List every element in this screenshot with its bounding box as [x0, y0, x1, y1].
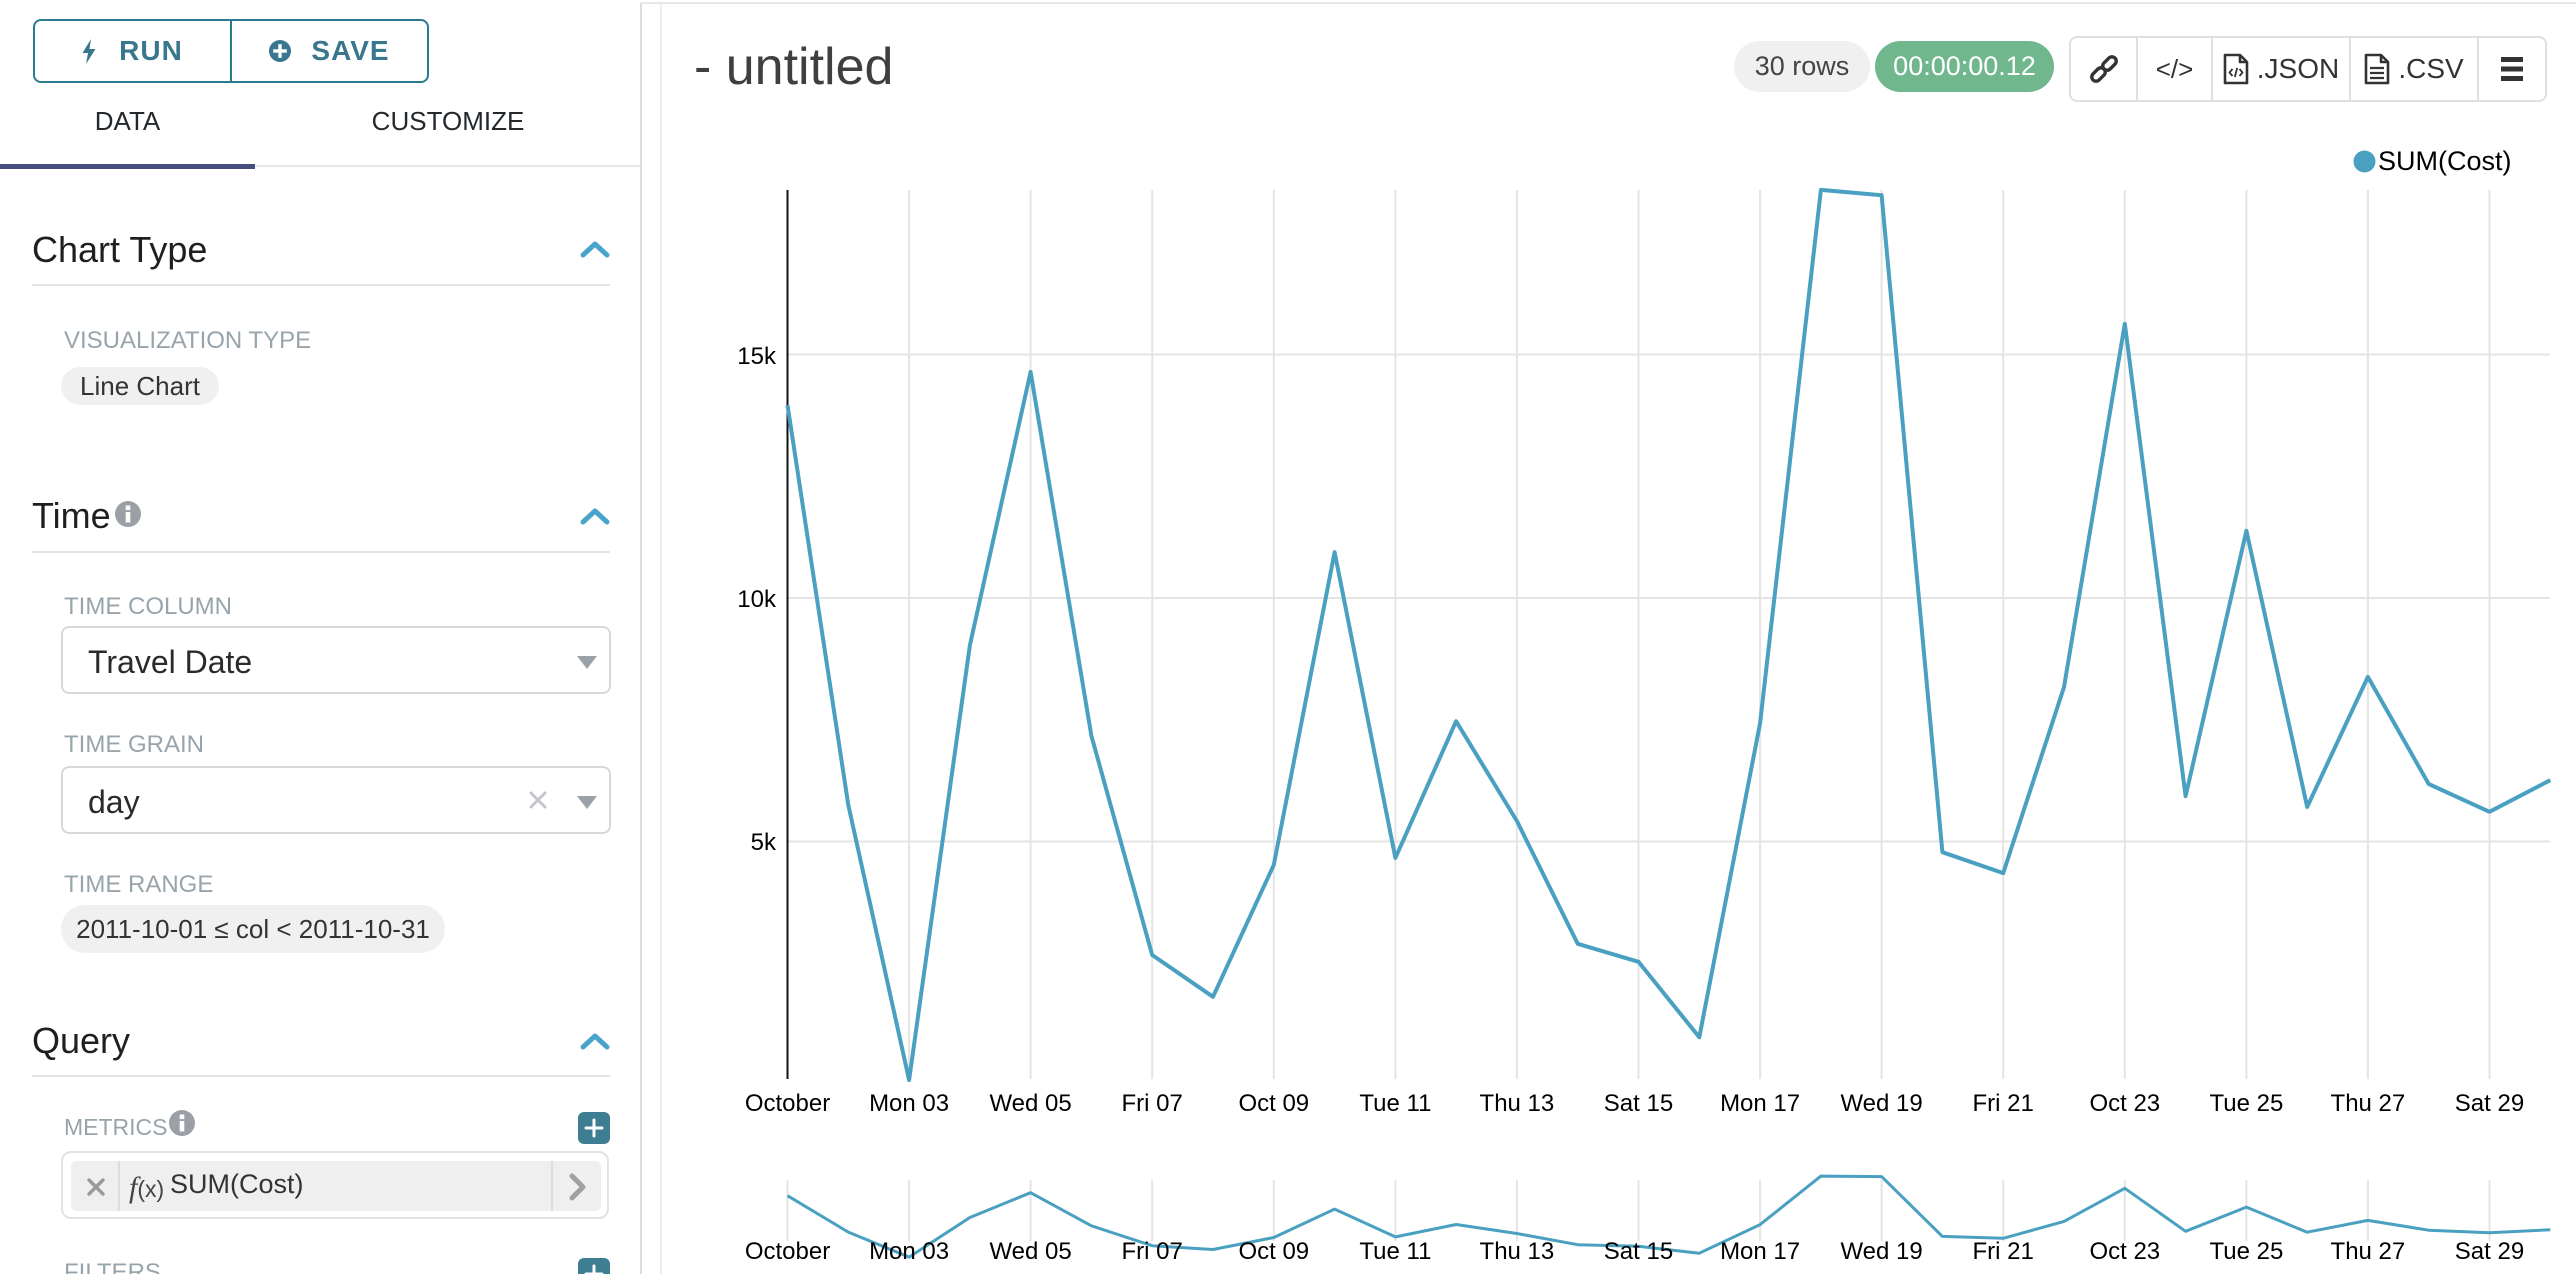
svg-text:Oct 23: Oct 23: [2089, 1238, 2160, 1265]
svg-text:10k: 10k: [737, 586, 777, 613]
svg-text:Fri 07: Fri 07: [1122, 1238, 1183, 1265]
svg-text:October: October: [745, 1238, 830, 1265]
svg-text:Wed 05: Wed 05: [989, 1090, 1071, 1117]
svg-text:Mon 03: Mon 03: [869, 1090, 949, 1117]
svg-text:Thu 13: Thu 13: [1480, 1090, 1555, 1117]
svg-text:Sat 15: Sat 15: [1604, 1090, 1673, 1117]
svg-text:15k: 15k: [737, 343, 777, 370]
svg-text:Thu 27: Thu 27: [2331, 1090, 2406, 1117]
svg-text:Oct 09: Oct 09: [1238, 1090, 1309, 1117]
svg-text:Oct 23: Oct 23: [2089, 1090, 2160, 1117]
svg-text:5k: 5k: [751, 829, 777, 856]
svg-text:Mon 17: Mon 17: [1720, 1238, 1800, 1265]
svg-text:Fri 21: Fri 21: [1973, 1238, 2034, 1265]
svg-text:Wed 19: Wed 19: [1840, 1238, 1922, 1265]
svg-text:Oct 09: Oct 09: [1238, 1238, 1309, 1265]
svg-text:Sat 29: Sat 29: [2455, 1238, 2524, 1265]
svg-text:Fri 07: Fri 07: [1122, 1090, 1183, 1117]
svg-text:Sat 15: Sat 15: [1604, 1238, 1673, 1265]
svg-text:Tue 11: Tue 11: [1359, 1090, 1431, 1117]
svg-text:Fri 21: Fri 21: [1973, 1090, 2034, 1117]
svg-text:Mon 03: Mon 03: [869, 1238, 949, 1265]
svg-text:Tue 25: Tue 25: [2209, 1238, 2283, 1265]
svg-text:Wed 19: Wed 19: [1840, 1090, 1922, 1117]
svg-text:October: October: [745, 1090, 830, 1117]
svg-text:Wed 05: Wed 05: [989, 1238, 1071, 1265]
svg-text:Thu 27: Thu 27: [2331, 1238, 2406, 1265]
svg-text:Mon 17: Mon 17: [1720, 1090, 1800, 1117]
svg-text:Sat 29: Sat 29: [2455, 1090, 2524, 1117]
svg-text:Tue 25: Tue 25: [2209, 1090, 2283, 1117]
svg-text:Tue 11: Tue 11: [1359, 1238, 1431, 1265]
svg-text:Thu 13: Thu 13: [1480, 1238, 1555, 1265]
